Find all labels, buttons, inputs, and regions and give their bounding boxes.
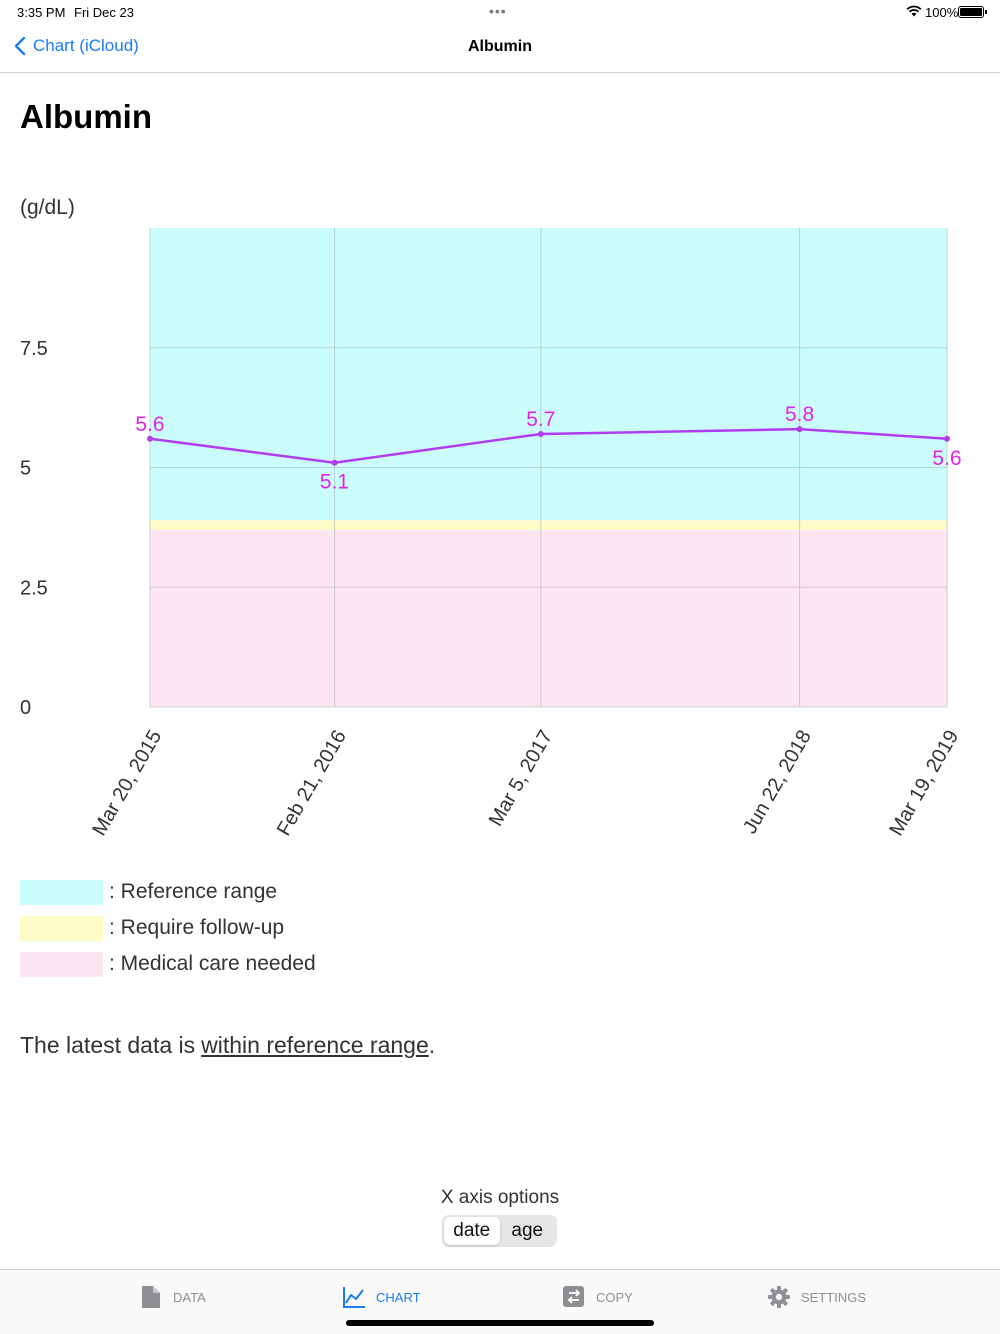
tab-label: COPY [596,1289,633,1305]
summary-suffix: . [428,1032,436,1058]
status-date: Fri Dec 23 [74,5,134,20]
x-tick-label: Mar 20, 2015 [88,727,166,840]
wifi-icon [906,5,922,17]
segment-date[interactable]: date [444,1217,500,1245]
legend-item-require-follow-up: : Require follow-up [20,910,316,946]
legend-swatch-medical-care [20,951,103,977]
chart-band-1 [150,520,947,530]
data-point [944,435,950,442]
data-label: 5.1 [320,471,349,494]
range-status-link[interactable]: within reference range [201,1032,429,1058]
legend-swatch-follow-up [20,915,103,941]
navigation-bar: Chart (iCloud) Albumin [0,24,1000,73]
y-tick-label: 0 [20,697,31,719]
x-tick-label: Mar 5, 2017 [485,727,557,830]
back-button[interactable]: Chart (iCloud) [12,36,139,56]
battery-icon [958,6,987,18]
data-label: 5.6 [932,447,961,470]
x-axis-options-title: X axis options [440,1187,560,1208]
legend-label: : Medical care needed [109,952,316,975]
chevron-left-icon [14,36,26,56]
battery-percent: 100% [925,5,959,20]
tab-copy[interactable]: COPY [562,1284,633,1310]
segment-age[interactable]: age [511,1220,544,1241]
home-indicator [346,1320,654,1326]
x-tick-label: Jun 22, 2018 [739,727,816,838]
x-tick-label: Feb 21, 2016 [273,727,351,840]
y-tick-label: 5 [20,458,31,480]
y-axis-label: (g/dL) [20,196,75,219]
status-time: 3:35 PM [17,5,66,20]
tab-label: DATA [173,1289,206,1305]
document-icon [142,1286,160,1308]
data-point [537,430,544,437]
tab-data[interactable]: DATA [139,1284,206,1310]
x-axis-segmented-control: date age [442,1215,557,1247]
back-button-label: Chart (iCloud) [33,36,139,55]
chart-line-icon [343,1287,365,1308]
x-tick-label: Mar 19, 2019 [885,727,963,840]
tab-settings[interactable]: SETTINGS [767,1284,866,1310]
legend-item-medical-care-needed: : Medical care needed [20,946,316,982]
y-tick-label: 7.5 [20,338,48,360]
data-label: 5.7 [526,408,555,431]
tab-chart[interactable]: CHART [342,1284,421,1310]
albumin-chart: (g/dL) 0 2.5 5 7.5 Mar 20, 2015 Feb 21, 2016 Ma… [0,180,1000,850]
legend-label: : Reference range [109,880,278,903]
tab-label: SETTINGS [801,1289,867,1305]
summary-prefix: The latest data is [20,1032,196,1058]
chart-legend: : Reference range : Require follow-up : … [20,874,316,982]
copy-swap-icon [563,1286,584,1307]
legend-label: : Require follow-up [109,916,285,939]
legend-swatch-reference [20,879,103,905]
latest-data-summary: The latest data is within reference range… [20,1032,435,1059]
status-bar: 3:35 PM Fri Dec 23 ••• 100% [0,0,1000,24]
gear-icon [768,1286,790,1308]
data-point [796,426,803,433]
nav-title: Albumin [468,38,532,55]
tab-label: CHART [376,1289,421,1305]
data-point [331,459,338,466]
chart-band-2 [150,228,947,521]
data-label: 5.6 [135,413,164,436]
multitasking-dots-icon[interactable]: ••• [489,3,507,19]
data-point [147,435,153,442]
data-label: 5.8 [785,403,814,426]
chart-band-0 [150,529,947,707]
chart-svg: (g/dL) 0 2.5 5 7.5 Mar 20, 2015 Feb 21, 2016 Ma… [20,196,963,840]
page-title: Albumin [20,98,152,135]
y-tick-label: 2.5 [20,577,48,599]
legend-item-reference-range: : Reference range [20,874,316,910]
